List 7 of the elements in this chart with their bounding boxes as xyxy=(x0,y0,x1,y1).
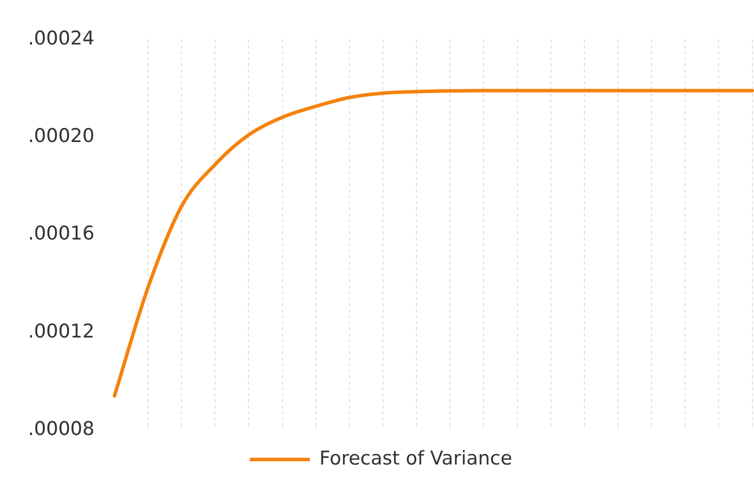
y-tick-label: .00012 xyxy=(28,320,94,342)
y-tick-label: .00020 xyxy=(28,124,94,147)
line-series xyxy=(112,88,754,398)
y-tick-label: .00008 xyxy=(28,418,94,440)
y-tick-label: .00016 xyxy=(28,222,94,245)
y-tick-label: .00024 xyxy=(28,27,94,50)
legend-label: Forecast of Variance xyxy=(319,447,512,470)
